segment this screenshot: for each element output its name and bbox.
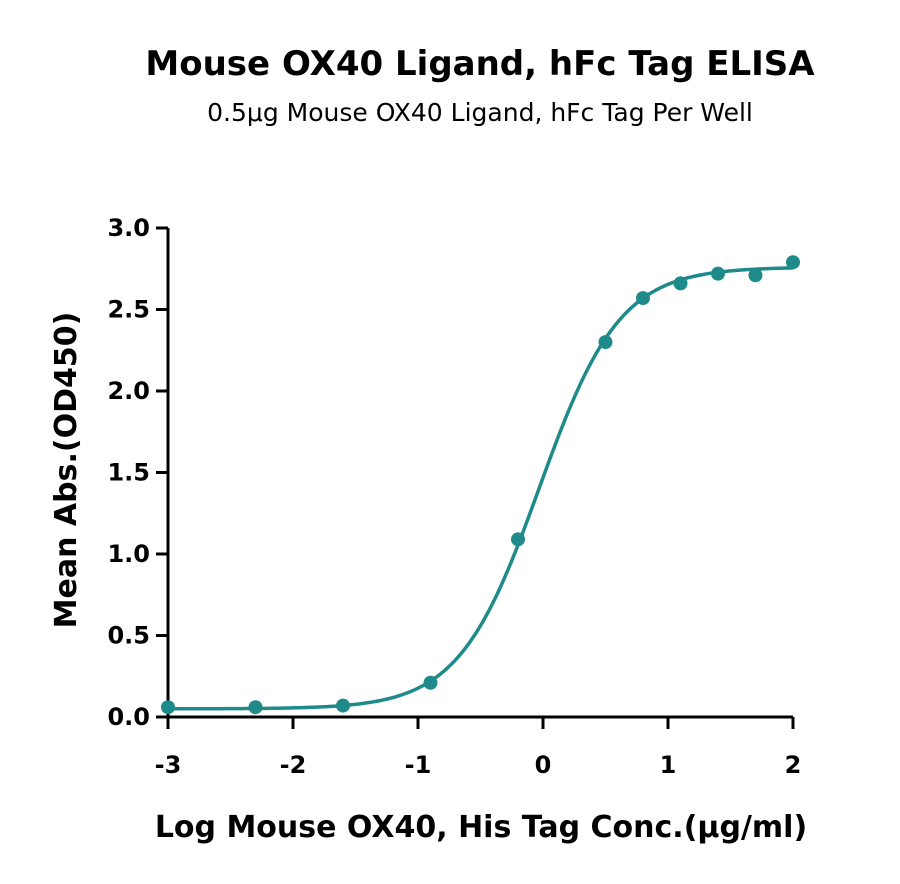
data-points-layer xyxy=(161,255,800,715)
data-point xyxy=(748,268,763,283)
x-tick-label: -1 xyxy=(405,751,432,779)
y-tick-label: 3.0 xyxy=(107,214,150,242)
x-axis-label: Log Mouse OX40, His Tag Conc.(μg/ml) xyxy=(155,810,807,845)
data-point xyxy=(598,335,613,350)
x-tick-label: -3 xyxy=(155,751,182,779)
data-point xyxy=(161,700,175,715)
data-point xyxy=(673,276,688,291)
y-axis-label: Mean Abs.(OD450) xyxy=(49,312,84,629)
chart-title: Mouse OX40 Ligand, hFc Tag ELISA xyxy=(145,44,815,84)
y-tick-label: 2.5 xyxy=(107,296,150,324)
chart-subtitle: 0.5μg Mouse OX40 Ligand, hFc Tag Per Wel… xyxy=(207,98,753,127)
data-point xyxy=(423,675,438,690)
y-tick-label: 0.0 xyxy=(107,703,150,731)
axes: 0.0 0.5 1.0 1.5 2.0 2.5 3.0 -3 -2 -1 0 1 2 xyxy=(107,214,801,779)
y-tick-label: 2.0 xyxy=(107,377,150,405)
data-point xyxy=(711,266,725,281)
x-tick-label: 2 xyxy=(785,751,802,779)
data-point xyxy=(786,255,800,270)
x-tick-label: 0 xyxy=(535,751,552,779)
data-point xyxy=(336,698,350,713)
x-tick-label: -2 xyxy=(280,751,307,779)
data-point xyxy=(248,700,263,715)
fit-curve xyxy=(167,266,794,711)
data-point xyxy=(636,291,650,306)
fit-curve-layer xyxy=(167,266,794,711)
y-tick-label: 1.0 xyxy=(107,540,150,568)
x-tick-label: 1 xyxy=(660,751,677,779)
y-tick-label: 0.5 xyxy=(107,622,150,650)
data-point xyxy=(511,532,525,547)
y-tick-label: 1.5 xyxy=(107,459,150,487)
